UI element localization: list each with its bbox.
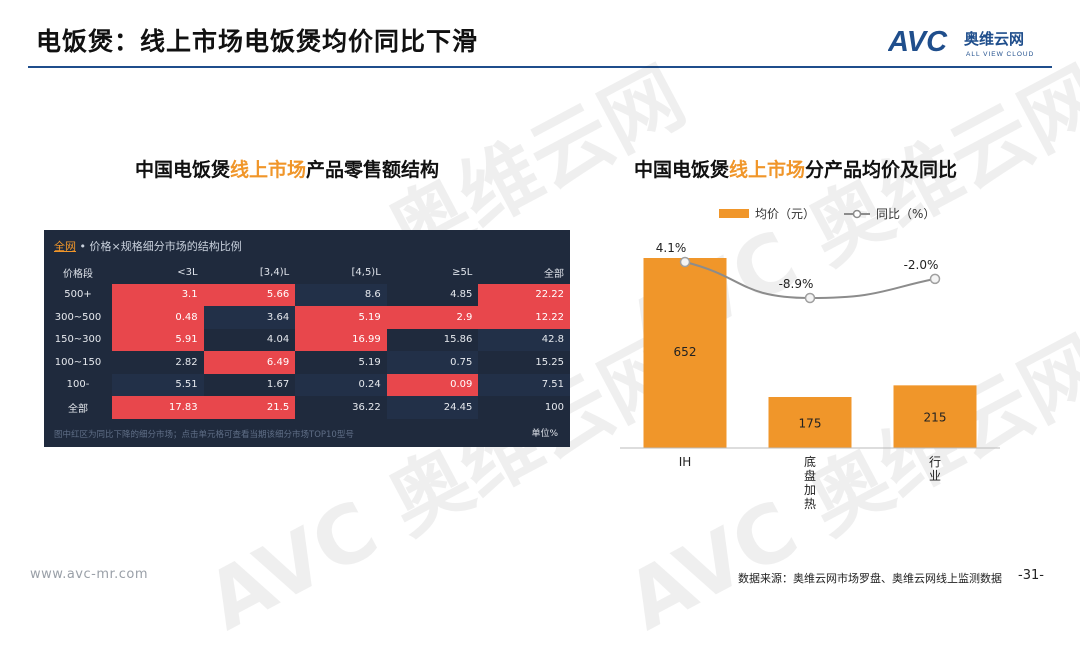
yoy-marker (929, 273, 941, 285)
table-cell[interactable]: 5.19 (295, 306, 387, 329)
structure-table-panel: 全网 • 价格×规格细分市场的结构比例 价格段 <3L [3,4)L [4,5)L ≥5… (44, 230, 570, 447)
table-row: 150~300 5.91 4.04 16.99 15.86 42.8 (44, 328, 570, 351)
category-label: 热 (804, 497, 816, 511)
table-row: 100- 5.51 1.67 0.24 0.09 7.51 (44, 373, 570, 396)
table-cell[interactable]: 3.1 (112, 283, 204, 306)
table-cell[interactable]: 6.49 (203, 351, 296, 374)
table-row: 全部 17.83 21.5 36.22 24.45 100 (44, 396, 570, 419)
scope-link[interactable]: 全网 (54, 240, 76, 253)
category-label: 行 (929, 455, 941, 469)
left-title-post: 产品零售额结构 (306, 159, 440, 181)
bar (768, 397, 852, 448)
legend-label-line: 同比（%） (876, 207, 935, 221)
table-header-row: 价格段 <3L [3,4)L [4,5)L ≥5L 全部 (44, 261, 570, 284)
avc-logo: AVC 奥维云网 ALL VIEW CLOUD (887, 24, 1058, 62)
column-header: <3L (177, 266, 198, 278)
table-row: 300~500 0.48 3.64 5.19 2.9 12.22 (44, 306, 570, 329)
table-cell[interactable]: 15.25 (535, 356, 564, 368)
table-cell[interactable]: 2.82 (175, 356, 198, 368)
table-cell[interactable]: 42.8 (478, 328, 570, 351)
category-label: 盘 (804, 468, 816, 483)
table-cell[interactable]: 0.24 (295, 373, 387, 396)
table-cell[interactable]: 5.19 (358, 356, 381, 368)
row-label: 150~300 (54, 334, 102, 346)
table-cell[interactable]: 36.22 (352, 401, 381, 413)
table-cell[interactable]: 1.67 (266, 379, 290, 391)
row-label: 100- (66, 379, 90, 391)
table-cell[interactable]: 5.66 (203, 283, 296, 306)
footer-url[interactable]: www.avc-mr.com (30, 567, 149, 582)
column-header: [3,4)L (259, 266, 290, 278)
page-title: 电饭煲：线上市场电饭煲均价同比下滑 (36, 27, 479, 56)
header-divider (28, 66, 1052, 68)
bar-value-label: 215 (924, 411, 947, 425)
page-number: -31- (1018, 568, 1044, 583)
table-cell[interactable]: 4.85 (450, 289, 473, 301)
panel-note: 图中红区为同比下降的细分市场；点击单元格可查看当期该细分市场TOP10型号 (54, 430, 354, 440)
right-chart-title: 中国电饭煲线上市场分产品均价及同比 (634, 155, 957, 182)
column-header: ≥5L (452, 266, 473, 278)
table-cell[interactable]: 2.9 (386, 306, 479, 329)
row-label: 500+ (64, 289, 92, 301)
table-cell[interactable]: 24.45 (386, 396, 479, 419)
structure-table: 价格段 <3L [3,4)L [4,5)L ≥5L 全部 500+ 3.1 5.66 8.6 4.… (44, 261, 570, 419)
right-title-highlight: 线上市场 (729, 159, 806, 181)
category-label: IH (679, 455, 692, 469)
panel-unit: 单位% (531, 429, 558, 439)
table-cell[interactable]: 5.51 (112, 373, 204, 396)
table-cell[interactable]: 3.64 (203, 306, 296, 329)
bar (893, 385, 977, 448)
left-chart-title: 中国电饭煲线上市场产品零售额结构 (135, 155, 439, 182)
logo-en: ALL VIEW CLOUD (966, 51, 1034, 58)
table-cell[interactable]: 7.51 (478, 373, 570, 396)
logo-cn: 奥维云网 (964, 30, 1024, 48)
table-cell[interactable]: 8.6 (295, 283, 387, 306)
table-cell[interactable]: 16.99 (295, 328, 387, 351)
category-label: 业 (929, 469, 941, 483)
legend-swatch-bar (719, 209, 749, 218)
column-header: 价格段 (63, 268, 93, 280)
table-cell[interactable]: 0.48 (112, 306, 204, 329)
row-label: 全部 (68, 403, 88, 415)
table-cell[interactable]: 0.09 (386, 373, 479, 396)
bar-value-label: 652 (674, 345, 697, 359)
bar (643, 258, 727, 448)
yoy-value-label: -8.9% (779, 277, 814, 291)
left-title-highlight: 线上市场 (230, 159, 307, 181)
logo-mark: AVC (888, 26, 948, 58)
yoy-value-label: 4.1% (656, 241, 687, 255)
column-header: [4,5)L (351, 266, 381, 278)
legend-label-bar: 均价（元） (755, 207, 815, 221)
table-cell[interactable]: 17.83 (112, 396, 204, 419)
category-label: 底 (804, 454, 816, 469)
column-header: 全部 (544, 268, 564, 280)
table-body: 500+ 3.1 5.66 8.6 4.85 22.22 300~500 0.48 3.64 5.… (44, 283, 570, 419)
panel-header: 全网 • 价格×规格细分市场的结构比例 (54, 238, 242, 254)
yoy-marker (804, 292, 816, 304)
yoy-value-label: -2.0% (904, 258, 939, 272)
legend-swatch-marker (852, 209, 862, 219)
table-cell[interactable]: 5.91 (112, 328, 204, 351)
data-source: 数据来源：奥维云网市场罗盘、奥维云网线上监测数据 (738, 572, 1002, 585)
row-label: 300~500 (54, 311, 102, 323)
table-cell[interactable]: 4.04 (266, 334, 290, 346)
right-title-post: 分产品均价及同比 (805, 159, 958, 181)
panel-subtitle: • 价格×规格细分市场的结构比例 (76, 240, 242, 253)
table-row: 100~150 2.82 6.49 5.19 0.75 15.25 (44, 351, 570, 374)
table-cell[interactable]: 15.86 (443, 334, 473, 346)
yoy-marker (679, 256, 691, 268)
right-title-pre: 中国电饭煲 (634, 159, 730, 181)
table-cell[interactable]: 22.22 (478, 283, 570, 306)
table-cell[interactable]: 21.5 (203, 396, 296, 419)
bar-value-label: 175 (799, 417, 822, 431)
category-label: 加 (804, 483, 816, 497)
row-label: 100~150 (54, 356, 102, 368)
table-cell[interactable]: 100 (544, 401, 564, 413)
table-cell[interactable]: 0.75 (386, 351, 479, 374)
table-cell[interactable]: 12.22 (478, 306, 570, 329)
left-title-pre: 中国电饭煲 (135, 159, 231, 181)
table-row: 500+ 3.1 5.66 8.6 4.85 22.22 (44, 283, 570, 306)
